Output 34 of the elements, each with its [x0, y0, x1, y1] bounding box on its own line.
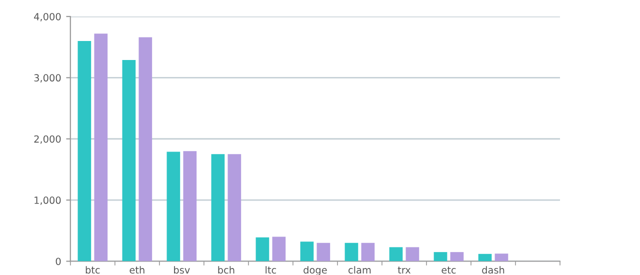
y-tick-label: 2,000	[34, 135, 61, 144]
bar	[183, 151, 197, 262]
bar	[478, 254, 492, 262]
bar	[166, 152, 180, 262]
bar	[228, 154, 242, 262]
x-tick-label: trx	[398, 266, 411, 274]
bar	[434, 252, 448, 262]
bar	[272, 236, 286, 262]
bar	[211, 154, 225, 262]
bar	[256, 237, 270, 262]
bar	[122, 60, 136, 262]
bar	[78, 40, 92, 262]
bar	[494, 254, 508, 262]
bar	[389, 247, 403, 262]
bar	[450, 252, 464, 262]
bar	[344, 242, 358, 262]
bar	[406, 247, 420, 262]
x-tick-label: dash	[482, 266, 504, 274]
bar	[138, 37, 152, 262]
x-tick-label: bch	[218, 266, 234, 274]
bar	[316, 242, 330, 262]
y-tick-label: 1,000	[34, 196, 61, 205]
bar	[361, 242, 375, 262]
y-tick-label: 3,000	[34, 74, 61, 83]
bar	[94, 34, 108, 262]
x-tick-label: ltc	[266, 266, 276, 274]
y-tick-label: 0	[56, 258, 61, 266]
x-tick-label: btc	[86, 266, 100, 274]
bar	[300, 242, 314, 262]
x-tick-label: eth	[130, 266, 144, 274]
x-tick-label: etc	[442, 266, 456, 274]
x-tick-label: bsv	[174, 266, 190, 274]
y-tick-label: 4,000	[34, 12, 61, 22]
x-tick-label: clam	[348, 266, 371, 274]
